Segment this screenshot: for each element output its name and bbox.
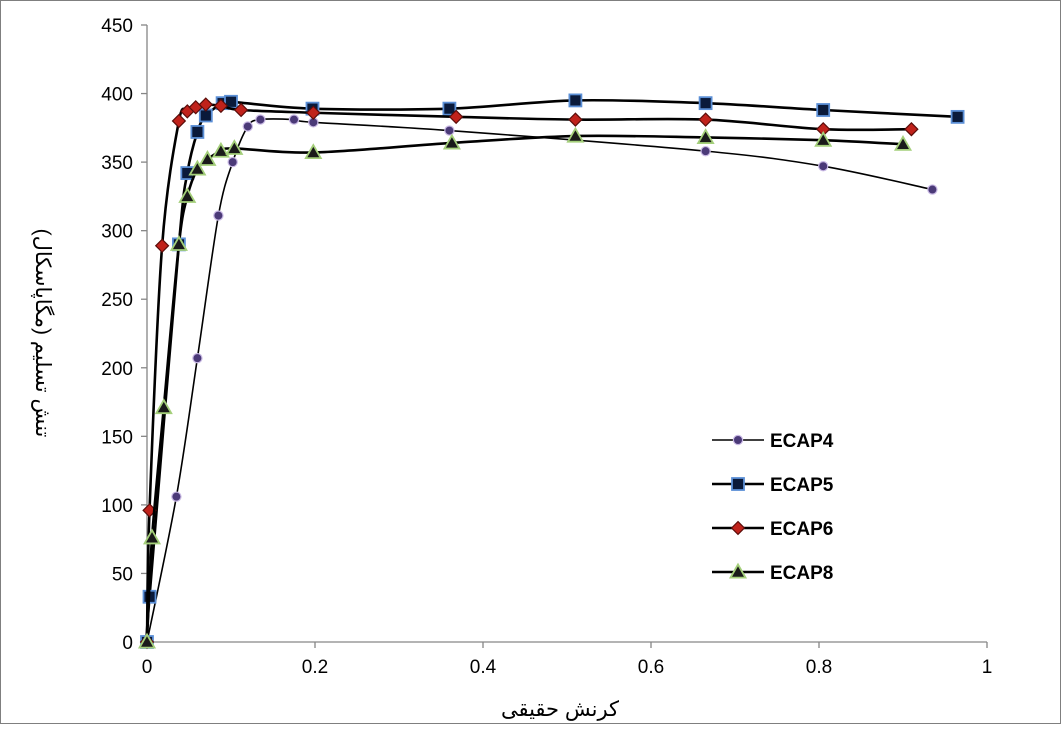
legend-marker — [731, 477, 745, 491]
data-point-ecap4 — [288, 114, 300, 125]
data-point-ecap5 — [568, 93, 583, 108]
data-point-ecap6 — [448, 109, 464, 125]
x-axis-title: کرنش حقیقی — [501, 698, 619, 721]
data-point-ecap4 — [818, 161, 829, 172]
data-point-ecap8 — [211, 141, 230, 158]
y-tick-label: 350 — [101, 153, 133, 174]
y-tick-label: 250 — [101, 290, 133, 311]
legend-label: ECAP8 — [770, 563, 833, 584]
data-point-ecap4 — [171, 491, 182, 502]
data-point-ecap5 — [190, 125, 205, 139]
data-point-ecap6 — [171, 113, 187, 129]
data-point-ecap8 — [696, 128, 715, 144]
legend-marker — [730, 520, 746, 536]
legend-item-ecap4: ECAP4 — [712, 431, 834, 452]
legend-marker — [728, 562, 748, 579]
data-point-ecap4 — [242, 121, 253, 132]
x-tick-label: 0 — [142, 657, 153, 678]
series-ecap6 — [139, 97, 919, 650]
y-tick-label: 450 — [101, 16, 133, 37]
data-point-ecap8 — [893, 134, 913, 151]
data-point-ecap8 — [154, 398, 173, 415]
y-tick-label: 50 — [112, 564, 133, 585]
data-point-ecap4 — [192, 352, 203, 364]
data-point-ecap6 — [213, 98, 229, 114]
data-point-ecap6 — [154, 238, 170, 253]
legend-item-ecap6: ECAP6 — [712, 519, 833, 540]
data-point-ecap8 — [198, 150, 217, 166]
x-tick-label: 0.6 — [638, 657, 664, 678]
data-point-ecap8 — [566, 126, 585, 143]
series-group — [137, 93, 965, 650]
data-point-ecap8 — [442, 133, 461, 150]
axes: 0 50 100 150 200 250 300 350 400 450 0 0.2 0.4 0.6 0.8… — [101, 16, 992, 678]
data-point-ecap8 — [814, 130, 833, 147]
data-point-ecap8 — [137, 632, 157, 649]
y-tick-label: 300 — [101, 222, 133, 243]
data-point-ecap5 — [816, 103, 831, 117]
data-point-ecap8 — [169, 235, 188, 251]
data-point-ecap6 — [568, 112, 583, 127]
x-tick-label: 1 — [982, 657, 993, 678]
legend: ECAP4 ECAP5 ECAP6 ECAP8 — [712, 431, 834, 584]
data-point-ecap8 — [304, 143, 323, 160]
y-axis-title: تنش تسلیم (مگاپاسکال) — [30, 229, 55, 438]
series-ecap8 — [137, 126, 913, 649]
data-point-ecap4 — [255, 114, 266, 125]
data-point-ecap6 — [698, 112, 713, 127]
legend-item-ecap5: ECAP5 — [712, 475, 834, 496]
data-point-ecap5 — [950, 109, 965, 124]
legend-label: ECAP4 — [770, 431, 834, 452]
data-point-ecap4 — [700, 145, 711, 157]
data-point-ecap4 — [213, 210, 224, 221]
data-point-ecap4 — [227, 156, 238, 168]
x-tick-label: 0.2 — [302, 657, 328, 678]
legend-label: ECAP6 — [770, 519, 833, 540]
data-point-ecap8 — [142, 528, 162, 545]
data-point-ecap8 — [188, 159, 207, 176]
y-tick-label: 150 — [101, 427, 133, 448]
y-tick-label: 100 — [101, 496, 133, 517]
data-point-ecap8 — [178, 187, 197, 203]
series-ecap4 — [141, 114, 938, 648]
data-point-ecap6 — [198, 97, 214, 112]
data-point-ecap6 — [904, 121, 919, 137]
legend-marker — [732, 434, 744, 446]
legend-item-ecap8: ECAP8 — [712, 562, 833, 584]
legend-label: ECAP5 — [770, 475, 834, 496]
y-tick-label: 0 — [122, 633, 133, 654]
data-point-ecap6 — [306, 105, 321, 120]
data-point-ecap5 — [442, 101, 457, 116]
x-tick-label: 0.4 — [470, 657, 497, 678]
data-point-ecap5 — [698, 96, 713, 111]
data-point-ecap4 — [927, 184, 938, 195]
x-tick-label: 0.8 — [806, 657, 832, 678]
data-point-ecap6 — [233, 102, 249, 118]
y-tick-label: 400 — [101, 85, 133, 106]
data-point-ecap4 — [444, 125, 455, 136]
y-tick-label: 200 — [101, 359, 133, 380]
data-point-ecap8 — [225, 139, 244, 155]
